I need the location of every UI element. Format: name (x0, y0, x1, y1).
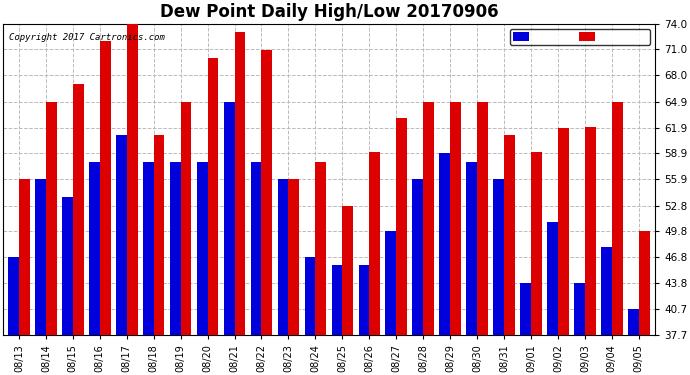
Bar (369, 152, 380, 335)
Bar (585, 127, 595, 335)
Bar (62, 197, 73, 335)
Bar (235, 32, 246, 335)
Bar (558, 128, 569, 335)
Bar (304, 257, 315, 335)
Bar (396, 118, 407, 335)
Bar (386, 231, 396, 335)
Bar (359, 265, 369, 335)
Bar (531, 152, 542, 335)
Bar (628, 309, 639, 335)
Bar (450, 102, 461, 335)
Bar (493, 179, 504, 335)
Bar (19, 179, 30, 335)
Bar (639, 231, 649, 335)
Bar (170, 162, 181, 335)
Bar (520, 283, 531, 335)
Bar (332, 265, 342, 335)
Bar (100, 41, 110, 335)
Bar (116, 135, 127, 335)
Bar (547, 222, 558, 335)
Bar (440, 153, 450, 335)
Bar (224, 102, 235, 335)
Bar (35, 179, 46, 335)
Bar (277, 179, 288, 335)
Bar (89, 162, 100, 335)
Bar (262, 50, 273, 335)
Bar (250, 162, 262, 335)
Bar (315, 162, 326, 335)
Bar (504, 135, 515, 335)
Bar (574, 283, 585, 335)
Title: Dew Point Daily High/Low 20170906: Dew Point Daily High/Low 20170906 (159, 3, 498, 21)
Bar (197, 162, 208, 335)
Bar (342, 206, 353, 335)
Bar (73, 84, 83, 335)
Bar (208, 58, 218, 335)
Bar (466, 162, 477, 335)
Bar (8, 257, 19, 335)
Bar (413, 179, 423, 335)
Bar (612, 102, 622, 335)
Bar (46, 102, 57, 335)
Bar (601, 247, 612, 335)
Bar (288, 179, 299, 335)
Bar (477, 102, 488, 335)
Bar (181, 102, 191, 335)
Bar (143, 162, 154, 335)
Bar (154, 135, 164, 335)
Legend: Low  (°F), High  (°F): Low (°F), High (°F) (510, 29, 650, 45)
Text: Copyright 2017 Cartronics.com: Copyright 2017 Cartronics.com (9, 33, 165, 42)
Bar (127, 15, 137, 335)
Bar (423, 102, 434, 335)
